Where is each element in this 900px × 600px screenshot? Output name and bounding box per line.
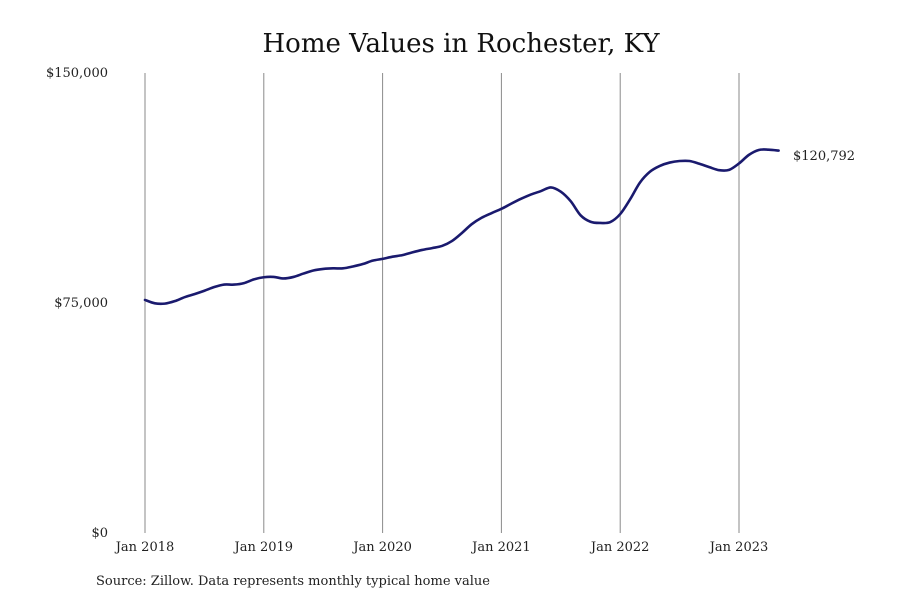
data-point xyxy=(737,161,741,165)
data-point xyxy=(628,197,632,201)
data-point xyxy=(371,259,375,263)
x-axis-ticks: Jan 2018 Jan 2019 Jan 2020 Jan 2021 Jan 2022… xyxy=(114,540,769,555)
data-point xyxy=(480,216,484,220)
data-point xyxy=(212,285,216,289)
data-point xyxy=(707,165,711,169)
data-point xyxy=(321,267,325,271)
x-tick-label: Jan 2019 xyxy=(233,540,294,555)
data-point xyxy=(173,299,177,303)
data-point xyxy=(153,301,157,305)
series-line xyxy=(143,148,780,306)
data-point xyxy=(678,159,682,163)
data-point xyxy=(509,202,513,206)
x-tick-label: Jan 2023 xyxy=(708,540,769,555)
data-point xyxy=(202,289,206,293)
data-point xyxy=(579,213,583,217)
x-tick-label: Jan 2021 xyxy=(470,540,531,555)
data-point xyxy=(688,159,692,163)
data-point xyxy=(193,292,197,296)
data-point xyxy=(341,266,345,270)
end-value-label: $120,792 xyxy=(793,149,855,164)
data-point xyxy=(361,262,365,266)
data-point xyxy=(410,250,414,254)
data-point xyxy=(163,302,167,306)
data-point xyxy=(242,281,246,285)
data-point xyxy=(490,211,494,215)
data-point xyxy=(470,222,474,226)
data-point xyxy=(589,220,593,224)
data-point xyxy=(292,275,296,279)
data-point xyxy=(440,244,444,248)
chart-title: Home Values in Rochester, KY xyxy=(263,29,661,59)
data-point xyxy=(420,248,424,252)
data-point xyxy=(183,295,187,299)
y-axis-ticks: $0 $75,000 $150,000 xyxy=(46,66,108,541)
data-point xyxy=(757,148,761,152)
data-point xyxy=(777,149,781,153)
data-point xyxy=(282,276,286,280)
data-point xyxy=(252,277,256,281)
data-point xyxy=(608,220,612,224)
data-point xyxy=(272,275,276,279)
data-point xyxy=(351,265,355,269)
data-point xyxy=(569,199,573,203)
data-point xyxy=(391,255,395,259)
data-point xyxy=(539,189,543,193)
data-point xyxy=(697,162,701,166)
data-point xyxy=(638,180,642,184)
data-point xyxy=(262,275,266,279)
data-point xyxy=(222,283,226,287)
data-point xyxy=(519,197,523,201)
gridlines xyxy=(144,73,740,533)
data-point xyxy=(727,168,731,172)
data-point xyxy=(499,207,503,211)
data-point xyxy=(598,221,602,225)
data-point xyxy=(747,153,751,157)
data-point xyxy=(301,272,305,276)
data-point xyxy=(400,253,404,257)
series-layer: $120,792 xyxy=(143,148,855,306)
data-point xyxy=(717,168,721,172)
y-tick-label: $150,000 xyxy=(46,66,108,81)
data-point xyxy=(450,239,454,243)
source-note: Source: Zillow. Data represents monthly … xyxy=(96,574,490,589)
y-tick-label: $0 xyxy=(91,526,108,541)
data-point xyxy=(311,268,315,272)
data-point xyxy=(549,185,553,189)
data-point xyxy=(430,246,434,250)
x-tick-label: Jan 2018 xyxy=(114,540,175,555)
data-point xyxy=(559,190,563,194)
data-point xyxy=(381,257,385,261)
data-point xyxy=(658,164,662,168)
data-point xyxy=(648,170,652,174)
data-point xyxy=(668,161,672,165)
x-tick-label: Jan 2022 xyxy=(589,540,650,555)
data-point xyxy=(331,266,335,270)
y-tick-label: $75,000 xyxy=(54,296,108,311)
data-point xyxy=(767,148,771,152)
data-point xyxy=(618,212,622,216)
data-point xyxy=(232,283,236,287)
x-tick-label: Jan 2020 xyxy=(351,540,412,555)
data-point xyxy=(143,298,147,302)
data-point xyxy=(529,192,533,196)
data-point xyxy=(460,231,464,235)
